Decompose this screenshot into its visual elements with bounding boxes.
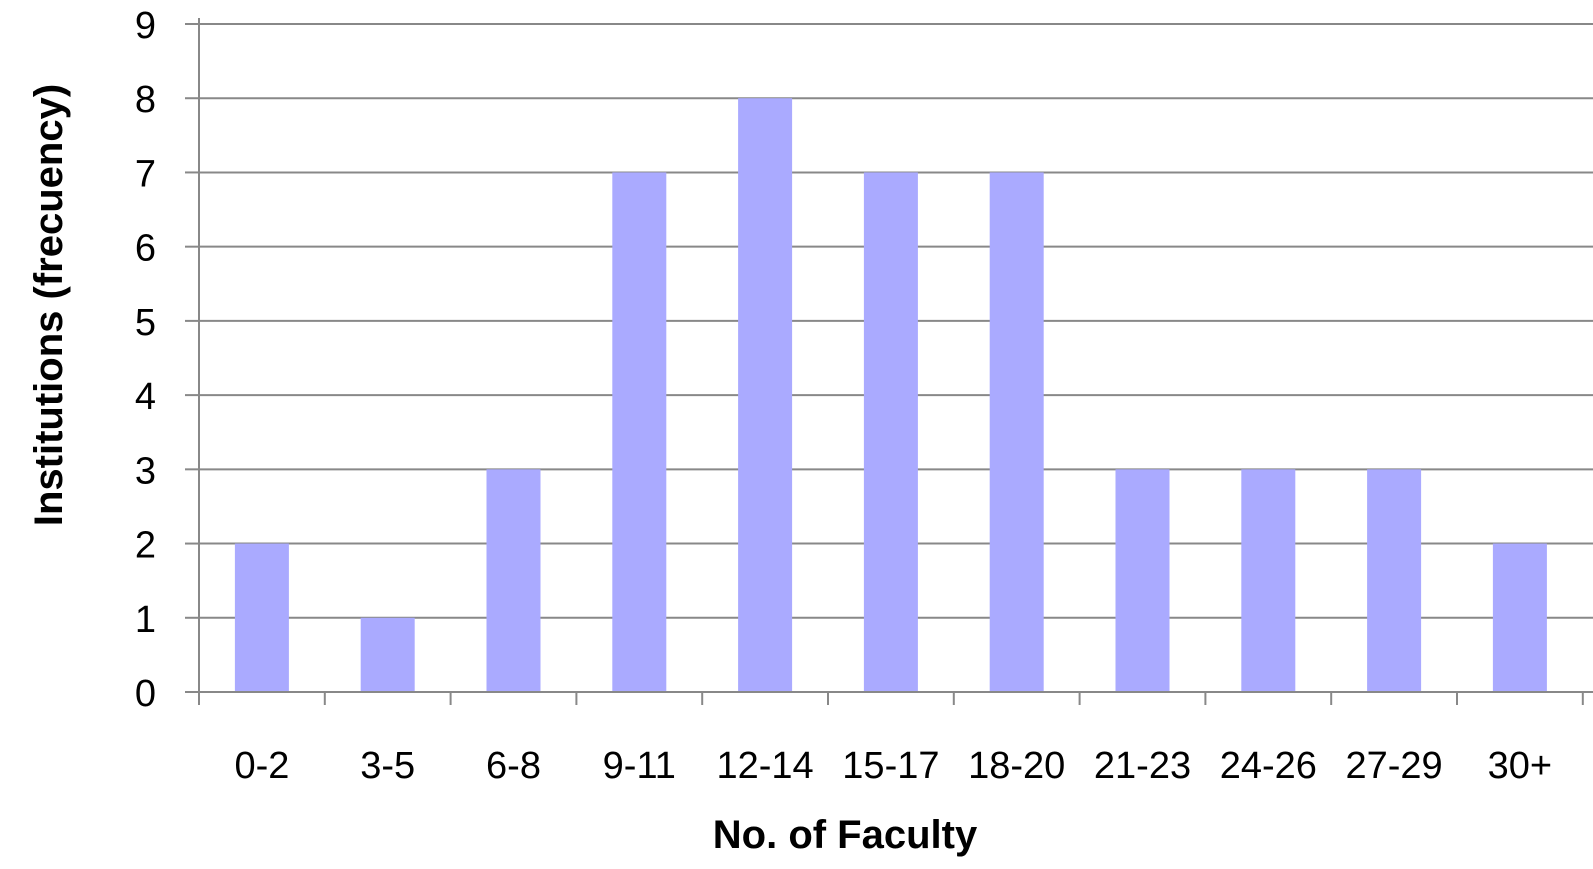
bars (234, 98, 1547, 692)
x-tick-label: 6-8 (486, 745, 541, 787)
y-tick-label: 9 (135, 5, 156, 47)
y-tick-label: 0 (135, 673, 156, 715)
bar (234, 543, 289, 692)
y-tick-label: 7 (135, 153, 156, 195)
y-tick-label: 2 (135, 525, 156, 567)
x-tick-label: 0-2 (234, 745, 289, 787)
x-tick-label: 24-26 (1220, 745, 1317, 787)
x-tick-label: 12-14 (716, 745, 813, 787)
y-tick-label: 8 (135, 79, 156, 121)
x-tick-label: 3-5 (360, 745, 415, 787)
y-tick-label: 5 (135, 302, 156, 344)
bar (486, 469, 541, 692)
bar (612, 172, 667, 692)
x-tick-label: 30+ (1488, 745, 1552, 787)
bar (360, 617, 415, 692)
x-axis-title: No. of Faculty (713, 813, 978, 857)
y-tick-label: 3 (135, 450, 156, 492)
axes (185, 18, 1593, 705)
y-tick-label: 1 (135, 599, 156, 641)
bar (738, 98, 793, 692)
bar (1492, 543, 1547, 692)
bar (1367, 469, 1422, 692)
x-tick-label: 18-20 (968, 745, 1065, 787)
bar (863, 172, 918, 692)
bar (989, 172, 1044, 692)
bar (1241, 469, 1296, 692)
x-tick-label: 21-23 (1094, 745, 1191, 787)
y-tick-label: 4 (135, 376, 156, 418)
x-tick-label: 9-11 (603, 745, 676, 787)
y-tick-label: 6 (135, 228, 156, 270)
tick-labels: 0 1 2 3 4 5 6 7 8 9 0-2 3-5 6-8 9-11 12-14 15-17 18-20 21… (135, 5, 1552, 787)
y-axis-title: Institutions (frecuency) (27, 84, 71, 526)
x-tick-label: 15-17 (842, 745, 939, 787)
bar (1115, 469, 1170, 692)
x-tick-label: 27-29 (1345, 745, 1442, 787)
